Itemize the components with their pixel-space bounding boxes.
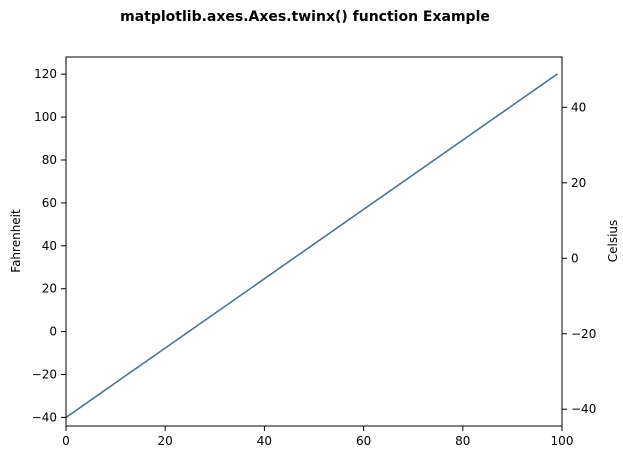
y-tick-label-left: −20 (32, 368, 57, 382)
y-tick-label-right: −20 (571, 327, 596, 341)
plot-frame (65, 56, 563, 427)
chart-title: matplotlib.axes.Axes.twinx() function Ex… (120, 9, 490, 25)
x-tick-label: 100 (551, 434, 574, 448)
x-tick-label: 60 (356, 434, 371, 448)
y-tick-label-left: 20 (42, 282, 57, 296)
plot-area (66, 57, 562, 426)
axes-layer: 0 20 40 60 80 100 −40 −20 0 20 40 60 80 100 120 −40 −20 0… (32, 56, 596, 448)
y-tick-label-left: 100 (34, 110, 57, 124)
y-tick-label-left: 60 (42, 196, 57, 210)
y-tick-label-right: 0 (571, 251, 579, 265)
x-tick-label: 0 (62, 434, 70, 448)
y-tick-label-left: 40 (42, 239, 57, 253)
y-axis-label-left: Fahrenheit (9, 209, 23, 273)
y-tick-label-right: 20 (571, 176, 586, 190)
y-tick-label-right: −40 (571, 402, 596, 416)
y-tick-label-right: 40 (571, 100, 586, 114)
data-layer (65, 73, 558, 419)
y-tick-label-left: −40 (32, 410, 57, 424)
y-tick-label-left: 0 (49, 325, 57, 339)
x-tick-label: 40 (257, 434, 272, 448)
y-tick-label-left: 120 (34, 67, 57, 81)
y-tick-label-left: 80 (42, 153, 57, 167)
y-axis-label-right: Celsius (606, 220, 620, 263)
x-tick-label: 80 (455, 434, 470, 448)
x-tick-label: 20 (158, 434, 173, 448)
series-line-0 (65, 73, 558, 419)
